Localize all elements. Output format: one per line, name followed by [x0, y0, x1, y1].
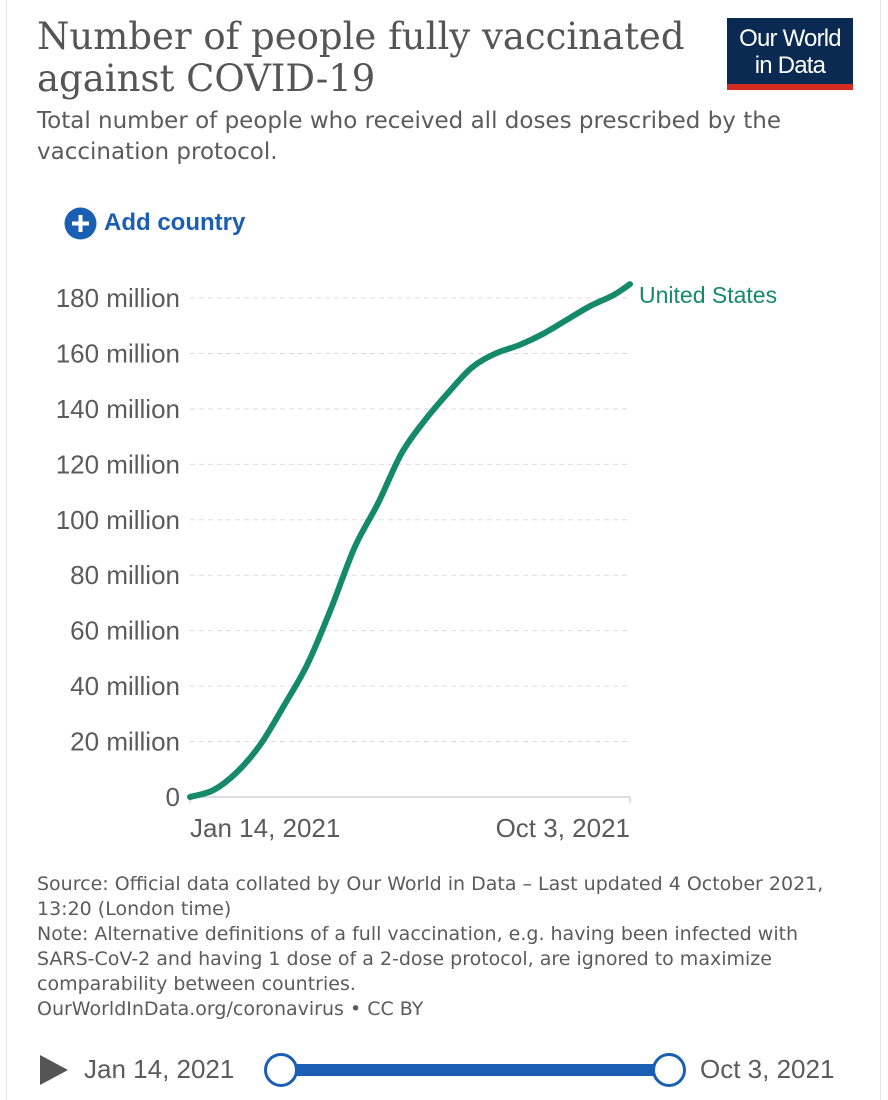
timeline-start-handle[interactable]	[264, 1053, 298, 1087]
left-frame-border	[6, 0, 7, 1100]
credit-link[interactable]: OurWorldInData.org/coronavirus • CC BY	[37, 998, 424, 1020]
series-layer: United States	[187, 281, 777, 800]
x-axis: Jan 14, 2021 Oct 3, 2021	[189, 796, 631, 843]
chart-title: Number of people fully vaccinated agains…	[37, 15, 685, 100]
add-country-label: Add country	[104, 209, 246, 236]
y-tick-label: 40 million	[70, 671, 180, 701]
timeline-end-label: Oct 3, 2021	[700, 1054, 835, 1084]
y-tick-label: 0	[166, 782, 180, 812]
add-country-button[interactable]: Add country	[64, 205, 245, 241]
y-tick-label: 120 million	[56, 449, 180, 479]
series-line-united-states[interactable]	[187, 281, 633, 800]
x-tick-label: Oct 3, 2021	[496, 813, 630, 843]
series-label-united-states[interactable]: United States	[639, 282, 777, 308]
chart-subtitle: Total number of people who received all …	[37, 108, 781, 165]
y-axis-ticks: 0 20 million 40 million 60 million 80 millio…	[56, 283, 180, 812]
y-tick-label: 20 million	[70, 727, 180, 757]
timeline-start-label: Jan 14, 2021	[84, 1054, 235, 1084]
timeline-slider: Jan 14, 2021 Oct 3, 2021	[0, 1040, 888, 1100]
y-tick-label: 160 million	[56, 338, 180, 368]
y-tick-label: 100 million	[56, 505, 180, 535]
x-tick-label: Jan 14, 2021	[190, 813, 340, 843]
source-text: Source: Official data collated by Our Wo…	[37, 873, 824, 920]
owid-logo[interactable]: Our World in Data	[727, 18, 853, 90]
logo-line1: Our World	[739, 25, 842, 52]
play-icon[interactable]	[38, 1053, 70, 1087]
line-chart: 0 20 million 40 million 60 million 80 millio…	[56, 281, 777, 843]
logo-accent-bar	[727, 84, 853, 90]
grid-lines	[190, 297, 630, 743]
note-text: Note: Alternative definitions of a full …	[37, 923, 799, 995]
logo-line2: in Data	[754, 52, 826, 79]
y-tick-label: 80 million	[70, 560, 180, 590]
y-tick-label: 180 million	[56, 283, 180, 313]
plus-circle-icon	[64, 207, 97, 239]
timeline-track[interactable]	[280, 1064, 668, 1076]
right-frame-border	[880, 0, 881, 1100]
chart-footer: Source: Official data collated by Our Wo…	[37, 872, 827, 1022]
timeline-end-handle[interactable]	[652, 1053, 686, 1087]
y-tick-label: 140 million	[56, 394, 180, 424]
y-tick-label: 60 million	[70, 616, 180, 646]
